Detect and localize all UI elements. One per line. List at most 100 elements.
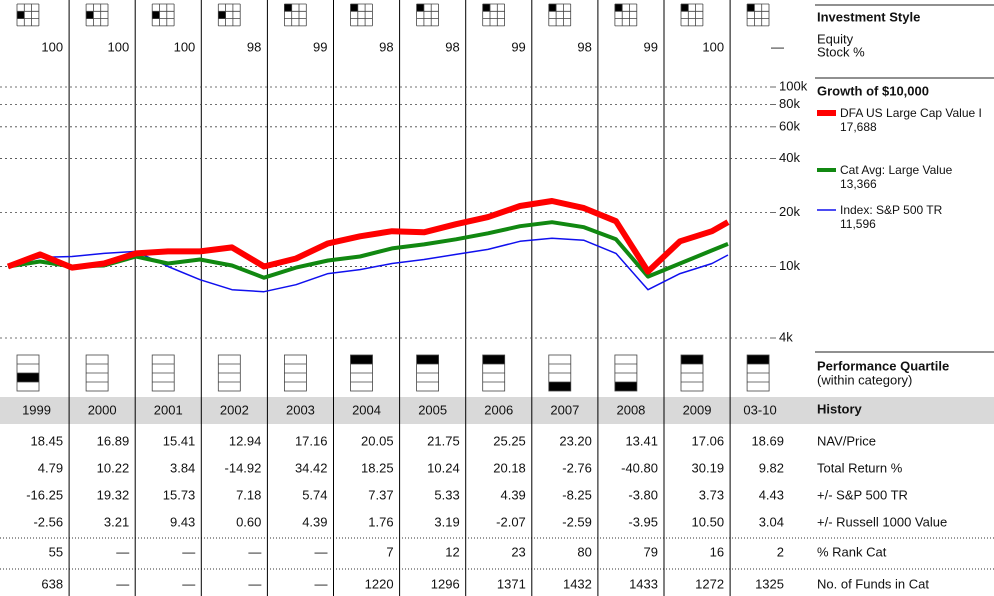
column-year: 1999 — [22, 402, 51, 417]
cell-value: -2.59 — [562, 514, 592, 529]
stock-pct: 99 — [511, 39, 525, 54]
style-box-cell — [416, 4, 424, 12]
section-title: Performance Quartile — [817, 358, 949, 373]
cell-value: -3.95 — [628, 514, 658, 529]
cell-value: 30.19 — [692, 460, 725, 475]
stock-pct: — — [771, 39, 784, 54]
row-label: Total Return % — [817, 460, 903, 475]
cell-value: 34.42 — [295, 460, 328, 475]
cell-value: -16.25 — [26, 487, 63, 502]
y-tick-label: 20k — [779, 204, 800, 219]
row-label: +/- Russell 1000 Value — [817, 514, 947, 529]
cell-value: 21.75 — [427, 433, 460, 448]
cell-value: 5.33 — [434, 487, 459, 502]
legend-label: Index: S&P 500 TR — [840, 203, 943, 217]
cell-value: — — [315, 576, 328, 591]
quartile-fill — [416, 355, 439, 364]
column-year: 2004 — [352, 402, 381, 417]
cell-value: 3.21 — [104, 514, 129, 529]
row-label: % Rank Cat — [817, 544, 887, 559]
cell-value: 0.60 — [236, 514, 261, 529]
y-tick-label: 80k — [779, 96, 800, 111]
series-line — [7, 237, 729, 293]
cell-value: -3.80 — [628, 487, 658, 502]
cell-value: -40.80 — [621, 460, 658, 475]
stock-pct: 99 — [644, 39, 658, 54]
cell-value: 1.76 — [368, 514, 393, 529]
y-tick-label: 10k — [779, 258, 800, 273]
cell-value: 80 — [577, 544, 591, 559]
cell-value: 18.25 — [361, 460, 394, 475]
cell-value: 4.39 — [302, 514, 327, 529]
cell-value: — — [182, 576, 195, 591]
quartile-fill — [747, 355, 770, 364]
cell-value: 5.74 — [302, 487, 327, 502]
cell-value: 18.45 — [31, 433, 64, 448]
cell-value: 23 — [511, 544, 525, 559]
cell-value: — — [182, 544, 195, 559]
cell-value: 55 — [49, 544, 63, 559]
style-box-cell — [152, 11, 160, 19]
stock-pct: 99 — [313, 39, 327, 54]
style-box-cell — [747, 4, 755, 12]
style-box-cell — [614, 4, 623, 12]
cell-value: -2.07 — [496, 514, 526, 529]
history-band — [0, 397, 994, 424]
column-year: 2009 — [683, 402, 712, 417]
cell-value: 25.25 — [493, 433, 526, 448]
cell-value: 79 — [644, 544, 658, 559]
y-tick-label: 40k — [779, 150, 800, 165]
style-box-cell — [350, 4, 358, 12]
legend-value: 17,688 — [840, 120, 877, 134]
stock-pct: 98 — [247, 39, 261, 54]
cell-value: 3.73 — [699, 487, 724, 502]
cell-value: 1272 — [695, 576, 724, 591]
cell-value: 16.89 — [97, 433, 130, 448]
cell-value: 638 — [41, 576, 63, 591]
cell-value: 9.82 — [759, 460, 784, 475]
legend-value: 13,366 — [840, 177, 877, 191]
legend-label: Cat Avg: Large Value — [840, 163, 953, 177]
section-title: Investment Style — [817, 9, 920, 24]
column-year: 2003 — [286, 402, 315, 417]
cell-value: 20.05 — [361, 433, 394, 448]
cell-value: 16 — [710, 544, 724, 559]
style-box-cell — [548, 4, 557, 12]
section-subtitle: (within category) — [817, 372, 912, 387]
stock-pct: 100 — [702, 39, 724, 54]
style-box-cell — [86, 11, 94, 19]
cell-value: 12.94 — [229, 433, 262, 448]
stock-pct: 100 — [174, 39, 196, 54]
cell-value: 20.18 — [493, 460, 526, 475]
cell-value: 1325 — [755, 576, 784, 591]
cell-value: 3.04 — [759, 514, 784, 529]
stock-pct: 100 — [107, 39, 129, 54]
cell-value: 1433 — [629, 576, 658, 591]
stock-pct: 98 — [445, 39, 459, 54]
cell-value: 10.22 — [97, 460, 130, 475]
cell-value: 4.79 — [38, 460, 63, 475]
stock-pct: 98 — [577, 39, 591, 54]
column-year: 2002 — [220, 402, 249, 417]
cell-value: 19.32 — [97, 487, 130, 502]
cell-value: 3.84 — [170, 460, 195, 475]
column-year: 2005 — [418, 402, 447, 417]
cell-value: 4.43 — [759, 487, 784, 502]
quartile-fill — [482, 355, 505, 364]
cell-value: -14.92 — [225, 460, 262, 475]
row-label: NAV/Price — [817, 433, 876, 448]
history-title: History — [817, 401, 863, 416]
y-tick-label: 4k — [779, 329, 793, 344]
section-text: Stock % — [817, 44, 865, 59]
cell-value: 7 — [386, 544, 393, 559]
stock-pct: 98 — [379, 39, 393, 54]
cell-value: — — [315, 544, 328, 559]
column-year: 2008 — [616, 402, 645, 417]
legend-entry: DFA US Large Cap Value I17,688 — [840, 106, 982, 134]
cell-value: 23.20 — [559, 433, 592, 448]
cell-value: — — [116, 576, 129, 591]
legend-value: 11,596 — [840, 217, 876, 231]
column-year: 03-10 — [743, 402, 776, 417]
